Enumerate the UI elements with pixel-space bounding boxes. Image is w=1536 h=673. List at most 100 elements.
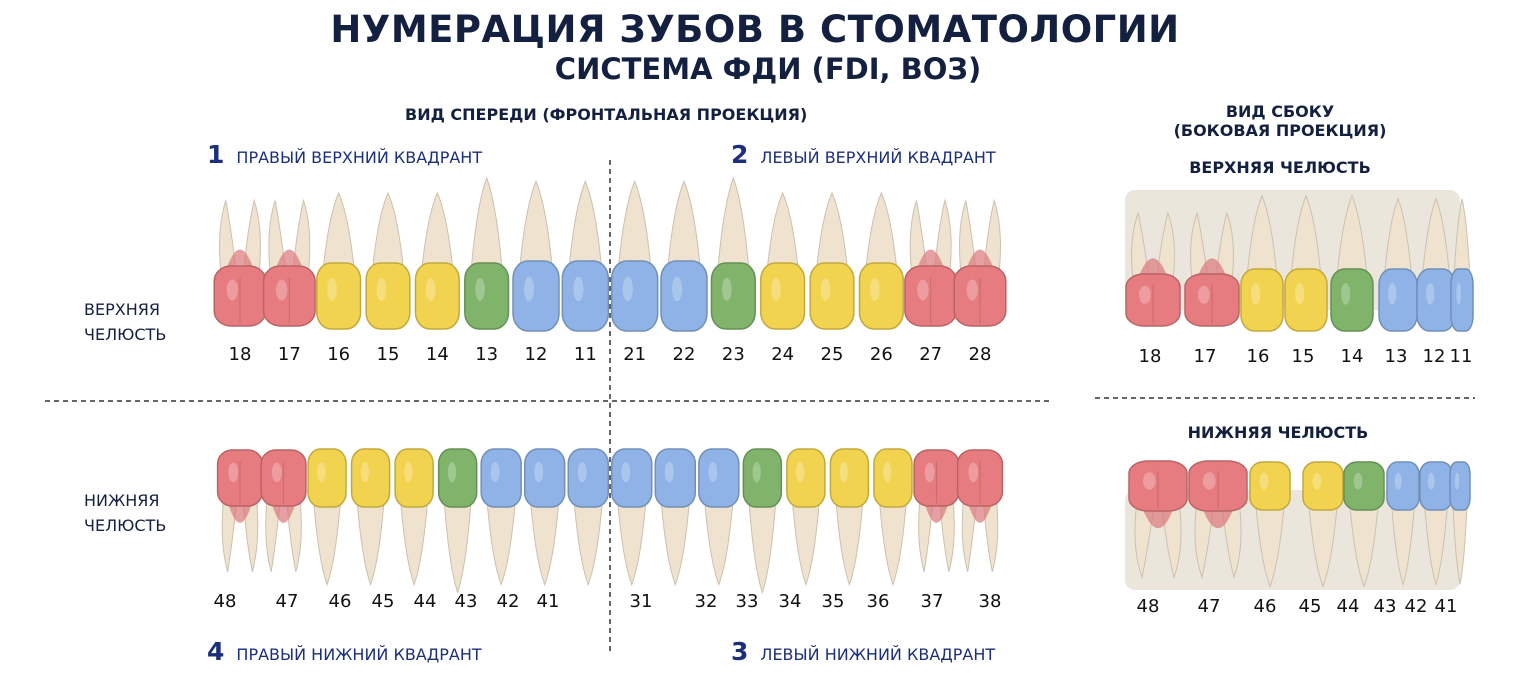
tooth-highlight [708,462,718,483]
tooth-root [372,191,404,269]
tooth-highlight [924,462,935,483]
tooth-number: 26 [869,344,893,365]
tooth-crown [464,262,510,330]
quadrant-4-label: 4 ПРАВЫЙ НИЖНИЙ КВАДРАНТ [207,637,482,666]
tooth-root [313,502,341,587]
tooth-number: 25 [820,344,844,365]
tooth-number: 45 [1298,596,1322,617]
tooth-highlight [228,462,239,483]
tooth-31 [654,448,697,587]
tooth-root [356,502,385,587]
tooth-highlight [1295,282,1305,305]
tooth-highlight [226,279,238,301]
side-tooth-48 [1128,460,1188,580]
tooth-number: 48 [1136,596,1160,617]
tooth-26 [858,191,904,330]
tooth-16 [316,191,362,330]
tooth-highlight [883,462,892,483]
side-upper-jaw-label: ВЕРХНЯЯ ЧЕЛЮСТЬ [1189,158,1371,177]
tooth-root [939,501,955,572]
tooth-root [1197,258,1227,278]
tooth-25 [809,191,855,330]
tooth-root [1215,211,1234,279]
tooth-highlight [1259,472,1269,490]
tooth-highlight [271,462,282,483]
tooth-highlight [721,277,732,301]
tooth-root [286,501,302,572]
tooth-highlight [869,277,880,301]
tooth-highlight [1312,472,1322,490]
side-view-title: ВИД СБОКУ (БОКОВАЯ ПРОЕКЦИЯ) [1130,102,1430,140]
tooth-highlight [577,462,587,483]
quadrant-2-label: 2 ЛЕВЫЙ ВЕРХНИЙ КВАДРАНТ [731,140,996,169]
tooth-root [243,198,261,271]
tooth-crown [611,448,653,508]
quadrant-number: 2 [731,140,749,169]
side-view-title-line2: (БОКОВАЯ ПРОЕКЦИЯ) [1173,121,1387,140]
tooth-root [816,191,848,269]
tooth-number: 38 [978,591,1002,612]
side-tooth-16 [1240,194,1284,332]
tooth-crown [1416,268,1456,332]
tooth-highlight [917,279,929,301]
tooth-crown [1302,461,1344,511]
tooth-root [704,502,734,587]
tooth-24 [760,191,806,330]
tooth-number: 14 [425,344,449,365]
tooth-crown [809,262,855,330]
tooth-number: 42 [496,591,520,612]
tooth-highlight [1456,282,1462,305]
tooth-root [865,191,898,269]
side-tooth-18 [1125,211,1181,327]
tooth-number: 16 [1246,346,1270,367]
tooth-highlight [1426,282,1435,305]
tooth-highlight [573,276,584,302]
lower-jaw-label-line1: НИЖНЯЯ [84,491,160,510]
tooth-13 [464,176,510,330]
tooth-number: 46 [1253,596,1277,617]
tooth-number: 14 [1340,346,1364,367]
tooth-number: 42 [1404,596,1428,617]
tooth-root [660,502,690,587]
tooth-root [667,179,701,267]
tooth-28 [953,198,1007,327]
tooth-root [1349,505,1379,588]
tooth-root [1453,198,1471,275]
tooth-root [1308,505,1338,588]
tooth-root [400,502,428,587]
tooth-root [1142,507,1174,529]
tooth-number: 48 [213,591,237,612]
tooth-root [792,502,820,587]
tooth-number: 34 [778,591,802,612]
tooth-number: 22 [672,344,696,365]
tooth-48 [216,449,264,572]
side-tooth-47 [1188,460,1248,580]
tooth-crown [350,448,391,508]
tooth-21 [610,179,659,332]
tooth-highlight [664,462,674,483]
tooth-number: 13 [475,344,499,365]
tooth-highlight [1138,285,1151,304]
tooth-38 [956,449,1004,572]
tooth-number: 44 [1336,596,1360,617]
tooth-root [982,501,999,572]
tooth-crown [1378,268,1418,332]
tooth-crown [710,262,756,330]
tooth-crown [698,448,740,508]
tooth-number: 47 [275,591,299,612]
tooth-crown [365,262,411,330]
tooth-number: 18 [1138,346,1162,367]
quadrant-3-label: 3 ЛЕВЫЙ НИЖНИЙ КВАДРАНТ [731,637,995,666]
tooth-highlight [1388,282,1397,305]
tooth-crown [660,260,708,332]
tooth-root [1424,505,1448,587]
tooth-highlight [275,279,288,301]
tooth-14 [414,191,460,330]
side-tooth-45 [1302,461,1344,588]
tooth-root [924,501,949,523]
tooth-12 [512,179,560,332]
quadrant-number: 4 [207,637,225,666]
tooth-root [1290,194,1322,275]
side-view-title-line1: ВИД СБОКУ [1225,102,1335,121]
